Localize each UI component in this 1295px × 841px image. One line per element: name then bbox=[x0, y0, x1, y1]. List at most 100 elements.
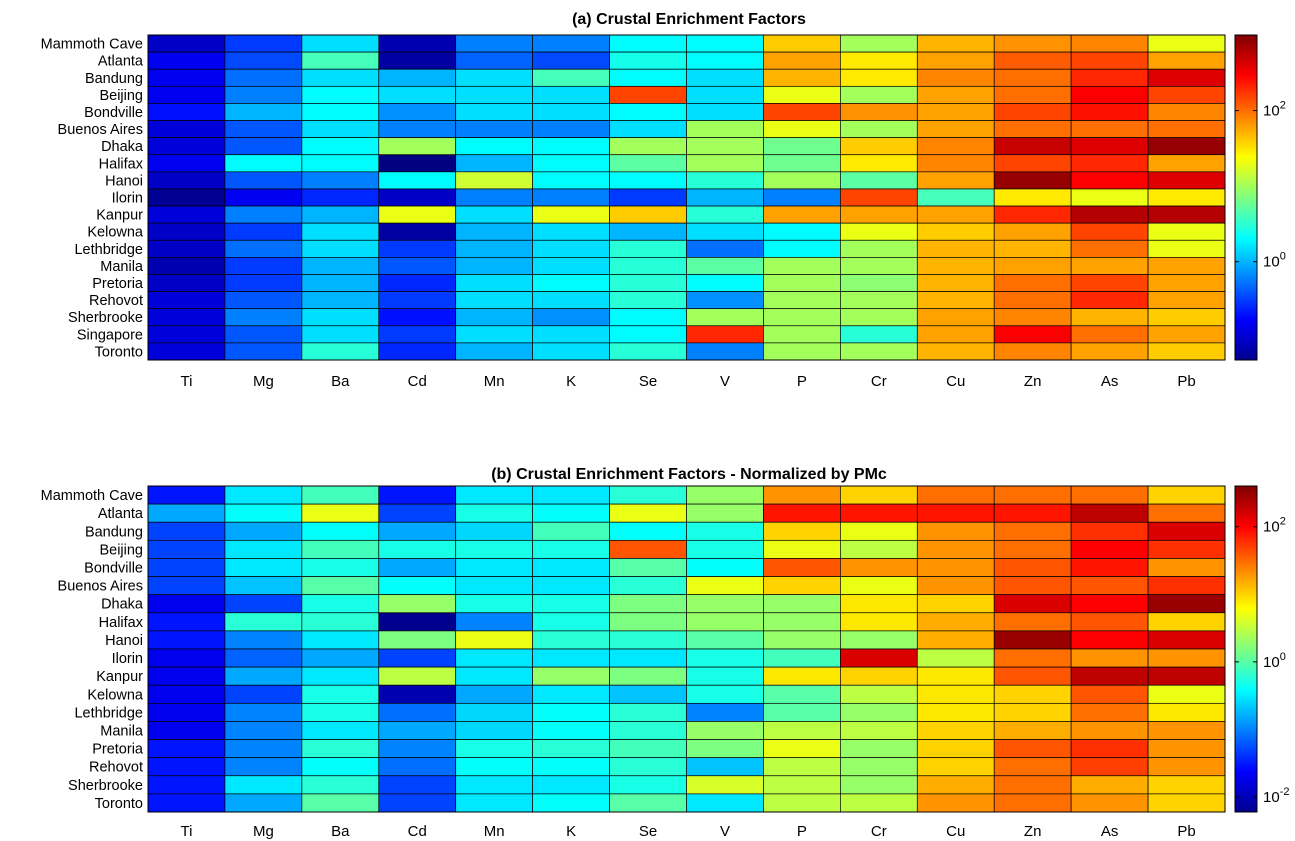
heatmap-cell bbox=[147, 648, 226, 668]
heatmap-cell bbox=[763, 576, 841, 596]
heatmap-cell bbox=[224, 274, 303, 292]
heatmap-cell bbox=[532, 103, 610, 121]
heatmap-cell bbox=[147, 521, 226, 541]
heatmap-cell bbox=[224, 775, 303, 795]
heatmap-cell bbox=[686, 684, 764, 704]
heatmap-cell bbox=[840, 188, 918, 207]
heatmap-cell bbox=[147, 325, 226, 344]
heatmap-cell bbox=[686, 120, 764, 138]
heatmap-cell bbox=[1147, 594, 1226, 614]
heatmap-panel-a: (a) Crustal Enrichment Factors Mammoth C… bbox=[41, 11, 1286, 390]
heatmap-cell bbox=[993, 308, 1072, 327]
row-label: Singapore bbox=[77, 327, 143, 343]
heatmap-cell bbox=[840, 68, 918, 87]
heatmap-cell bbox=[147, 739, 226, 759]
heatmap-cell bbox=[840, 257, 918, 275]
heatmap-cell bbox=[993, 648, 1072, 668]
heatmap-cell bbox=[763, 154, 841, 173]
heatmap-cell bbox=[455, 154, 533, 173]
heatmap-cell bbox=[609, 630, 687, 650]
heatmap-cell bbox=[609, 702, 687, 722]
heatmap-cell bbox=[147, 485, 226, 505]
row-label: Dhaka bbox=[101, 139, 144, 155]
heatmap-cell bbox=[1070, 34, 1149, 53]
heatmap-cell bbox=[378, 222, 457, 241]
heatmap-cell bbox=[301, 137, 380, 156]
heatmap-cell bbox=[1070, 757, 1149, 777]
heatmap-cell bbox=[378, 521, 457, 541]
heatmap-cell bbox=[840, 684, 918, 704]
heatmap-cell bbox=[1147, 205, 1226, 224]
colorbar-tick-base: 10 bbox=[1263, 789, 1280, 806]
heatmap-cell bbox=[1147, 666, 1226, 686]
row-label: Rehovot bbox=[89, 760, 143, 776]
heatmap-cell bbox=[1070, 239, 1149, 258]
heatmap-cell bbox=[224, 51, 303, 70]
heatmap-cell bbox=[763, 291, 841, 310]
heatmap-cell bbox=[763, 630, 841, 650]
column-label: Mn bbox=[484, 823, 505, 840]
heatmap-cell bbox=[609, 171, 687, 190]
heatmap-cell bbox=[147, 51, 226, 70]
heatmap-cell bbox=[993, 325, 1072, 344]
heatmap-cell bbox=[378, 342, 457, 361]
heatmap-cell bbox=[840, 325, 918, 344]
heatmap-cell bbox=[532, 793, 610, 813]
column-label: Pb bbox=[1177, 823, 1195, 840]
row-label: Halifax bbox=[99, 156, 144, 172]
heatmap-cell bbox=[686, 558, 764, 577]
colorbar-tick-base: 10 bbox=[1263, 103, 1280, 120]
row-labels-b: Mammoth Cave Atlanta Bandung Beijing Bondvil… bbox=[41, 488, 144, 812]
heatmap-cell bbox=[378, 485, 457, 505]
heatmap-cell bbox=[763, 51, 841, 70]
column-label: Se bbox=[639, 823, 657, 840]
heatmap-cell bbox=[455, 702, 533, 722]
heatmap-cell bbox=[609, 775, 687, 795]
heatmap-cell bbox=[1070, 684, 1149, 704]
heatmap-cell bbox=[532, 485, 610, 505]
heatmap-cell bbox=[916, 558, 995, 577]
row-label: Rehovot bbox=[89, 293, 143, 309]
heatmap-cell bbox=[532, 34, 610, 53]
row-label: Sherbrooke bbox=[68, 310, 143, 326]
heatmap-cell bbox=[1070, 612, 1149, 632]
heatmap-cell bbox=[840, 291, 918, 310]
heatmap-cell bbox=[686, 594, 764, 614]
heatmap-cell bbox=[686, 103, 764, 121]
row-label: Bandung bbox=[85, 71, 143, 87]
heatmap-cell bbox=[1147, 51, 1226, 70]
heatmap-cell bbox=[763, 171, 841, 190]
heatmap-cell bbox=[147, 342, 226, 361]
heatmap-cell bbox=[916, 205, 995, 224]
column-label: V bbox=[720, 373, 730, 390]
heatmap-cell bbox=[378, 154, 457, 173]
heatmap-cell bbox=[532, 721, 610, 740]
heatmap-cell bbox=[455, 793, 533, 813]
heatmap-cell bbox=[1070, 503, 1149, 523]
heatmap-cell bbox=[378, 68, 457, 87]
heatmap-cell bbox=[993, 154, 1072, 173]
heatmap-cell bbox=[916, 291, 995, 310]
heatmap-cell bbox=[301, 342, 380, 361]
heatmap-cell bbox=[532, 757, 610, 777]
heatmap-cell bbox=[378, 308, 457, 327]
heatmap-cell bbox=[301, 594, 380, 614]
heatmap-cell bbox=[916, 739, 995, 759]
heatmap-cell bbox=[993, 594, 1072, 614]
column-label: P bbox=[797, 823, 807, 840]
heatmap-cell bbox=[1070, 222, 1149, 241]
heatmap-cell bbox=[532, 325, 610, 344]
heatmap-cell bbox=[916, 485, 995, 505]
heatmap-cell bbox=[147, 103, 226, 121]
heatmap-cell bbox=[455, 503, 533, 523]
heatmap-cell bbox=[686, 576, 764, 596]
heatmap-cell bbox=[686, 666, 764, 686]
column-label: V bbox=[720, 823, 730, 840]
heatmap-cell bbox=[147, 154, 226, 173]
heatmap-cell bbox=[1070, 205, 1149, 224]
heatmap-cell bbox=[686, 793, 764, 813]
heatmap-cell bbox=[609, 757, 687, 777]
heatmap-cell bbox=[993, 257, 1072, 275]
heatmap-cell bbox=[224, 721, 303, 740]
